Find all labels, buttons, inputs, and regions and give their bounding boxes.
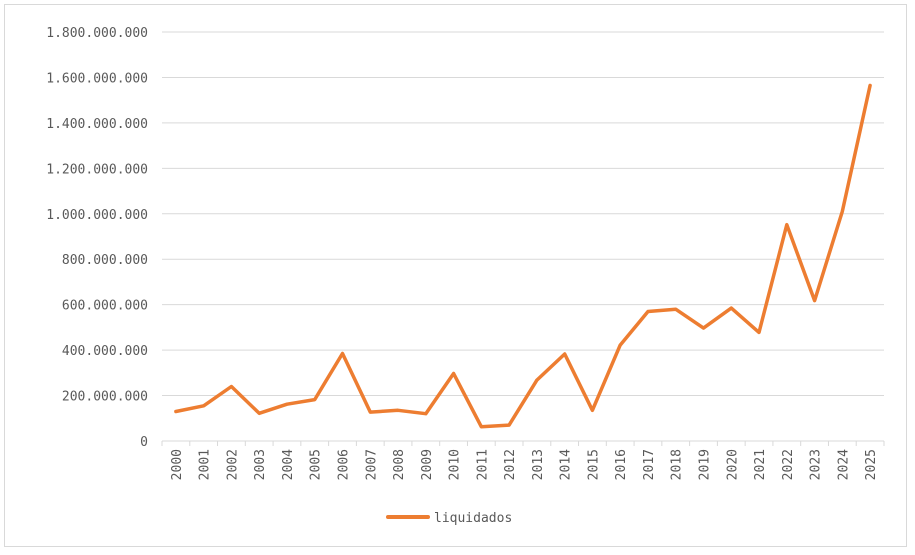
- x-tick-label: 2018: [670, 449, 685, 480]
- legend: liquidados: [386, 511, 512, 526]
- y-tick-label: 1.800.000.000: [46, 26, 148, 41]
- x-tick-label: 2008: [392, 449, 407, 480]
- y-axis-ticks: 0 200.000.000 400.000.000 600.000.000 800.00…: [46, 26, 148, 450]
- x-tick-label: 2004: [281, 449, 296, 480]
- x-axis-ticks: 2000 2001 2002 2003 2004 2005 2006 2007 2008 2009…: [161, 441, 885, 480]
- x-tick-label: 2011: [475, 449, 490, 480]
- x-tick-label: 2019: [698, 449, 713, 480]
- y-tick-label: 400.000.000: [62, 344, 148, 359]
- series-group: [174, 83, 872, 429]
- y-tick-label: 1.600.000.000: [46, 71, 148, 86]
- y-tick-label: 0: [140, 435, 148, 450]
- x-tick-label: 2010: [448, 449, 463, 480]
- x-tick-label: 2024: [836, 449, 851, 480]
- y-tick-label: 600.000.000: [62, 299, 148, 314]
- x-tick-label: 2013: [531, 449, 546, 480]
- x-tick-label: 2015: [586, 449, 601, 480]
- y-tick-label: 1.400.000.000: [46, 117, 148, 132]
- x-tick-label: 2006: [337, 449, 352, 480]
- x-tick-label: 2021: [753, 449, 768, 480]
- chart-frame: [4, 4, 907, 547]
- x-tick-label: 2014: [559, 449, 574, 480]
- x-tick-label: 2000: [170, 449, 185, 480]
- series-line-liquidados: [174, 83, 872, 429]
- y-tick-label: 200.000.000: [62, 390, 148, 405]
- x-tick-label: 2005: [309, 449, 324, 480]
- x-tick-label: 2020: [725, 449, 740, 480]
- x-tick-label: 2012: [503, 449, 518, 480]
- x-tick-label: 2002: [225, 449, 240, 480]
- x-tick-label: 2003: [253, 449, 268, 480]
- x-tick-label: 2022: [781, 449, 796, 480]
- x-tick-label: 2025: [864, 449, 879, 480]
- x-tick-label: 2009: [420, 449, 435, 480]
- y-tick-label: 1.200.000.000: [46, 162, 148, 177]
- y-tick-label: 1.000.000.000: [46, 208, 148, 223]
- x-tick-label: 2007: [364, 449, 379, 480]
- x-tick-label: 2017: [642, 449, 657, 480]
- legend-label: liquidados: [434, 511, 512, 526]
- x-tick-label: 2016: [614, 449, 629, 480]
- gridlines: [162, 31, 884, 442]
- x-tick-label: 2001: [198, 449, 213, 480]
- y-tick-label: 800.000.000: [62, 253, 148, 268]
- x-tick-label: 2023: [809, 449, 824, 480]
